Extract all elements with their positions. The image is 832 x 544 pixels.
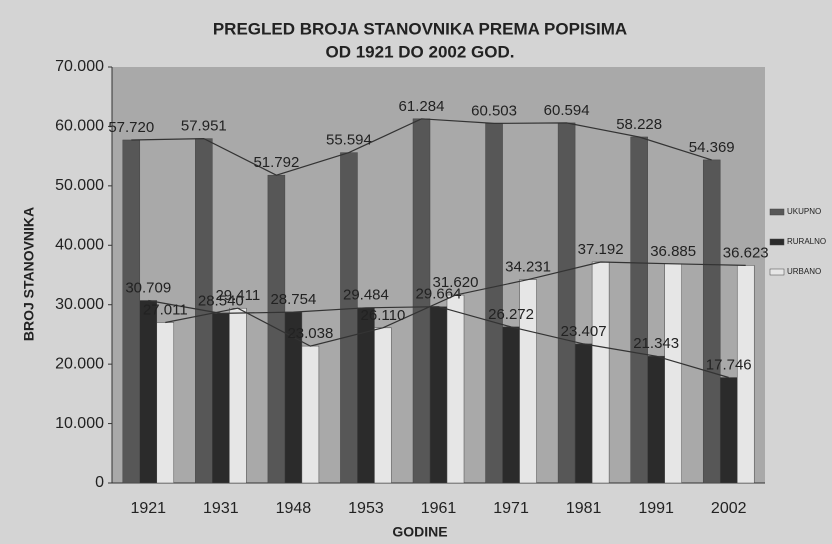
- bar: [502, 326, 520, 484]
- bar: [702, 159, 721, 484]
- y-axis-label: BROJ STANOVNIKA: [21, 207, 37, 341]
- chart-title: PREGLED BROJA STANOVNIKA PREMA POPISIMA: [213, 19, 627, 38]
- value-label: 36.623: [723, 244, 769, 261]
- bar: [591, 261, 610, 484]
- bar: [647, 355, 665, 484]
- value-label: 29.411: [215, 287, 260, 304]
- bar: [557, 122, 576, 484]
- trend-line: [148, 299, 729, 379]
- value-label: 60.594: [544, 102, 590, 119]
- bar: [301, 345, 320, 484]
- x-tick-label: 1953: [348, 500, 384, 517]
- value-label: 55.594: [326, 132, 372, 149]
- x-tick-label: 1921: [130, 500, 166, 517]
- bar: [267, 174, 286, 484]
- value-label: 54.369: [689, 139, 735, 156]
- x-tick-label: 1971: [493, 500, 529, 517]
- bar: [429, 306, 448, 484]
- bar: [139, 300, 158, 484]
- y-tick-label: 10.000: [55, 415, 104, 432]
- chart-subtitle: OD 1921 DO 2002 GOD.: [326, 42, 515, 61]
- value-label: 60.503: [471, 102, 517, 119]
- value-label: 28.754: [270, 291, 316, 308]
- value-label: 27.011: [143, 301, 188, 318]
- value-label: 17.746: [706, 357, 752, 374]
- value-label: 31.620: [433, 274, 479, 291]
- y-tick-label: 40.000: [55, 237, 104, 254]
- legend-label: URBANO: [787, 267, 821, 276]
- value-label: 23.407: [561, 323, 607, 340]
- bar: [156, 322, 175, 484]
- bar: [374, 327, 392, 484]
- trend-line: [131, 118, 712, 176]
- value-label: 26.110: [361, 307, 406, 324]
- x-tick-label: 1948: [276, 500, 312, 517]
- value-label: 28.540: [198, 292, 244, 309]
- x-tick-label: 1931: [203, 500, 239, 517]
- value-label: 57.720: [108, 119, 154, 136]
- value-label: 37.192: [578, 241, 624, 258]
- y-tick-label: 50.000: [55, 177, 104, 194]
- bar: [122, 139, 141, 484]
- bar: [664, 263, 682, 484]
- bar: [485, 123, 503, 484]
- value-label: 57.951: [181, 118, 227, 135]
- x-tick-label: 1961: [421, 500, 457, 517]
- bar: [212, 313, 230, 484]
- value-label: 21.343: [633, 335, 679, 352]
- bar: [719, 377, 738, 484]
- value-label: 34.231: [505, 259, 551, 276]
- y-tick-label: 20.000: [55, 355, 104, 372]
- legend-label: UKUPNO: [787, 207, 821, 216]
- legend-label: RURALNO: [787, 237, 826, 246]
- trend-line: [165, 261, 746, 347]
- x-tick-label: 2002: [711, 500, 747, 517]
- legend-swatch: [769, 238, 785, 246]
- legend-swatch: [769, 268, 785, 276]
- y-tick-label: 30.000: [55, 296, 104, 313]
- bar: [229, 307, 247, 484]
- x-tick-label: 1991: [638, 500, 674, 517]
- value-label: 36.885: [650, 243, 696, 260]
- x-tick-label: 1981: [566, 500, 602, 517]
- x-axis-label: GODINE: [392, 524, 447, 540]
- value-label: 26.272: [488, 306, 534, 323]
- bar: [630, 136, 648, 484]
- bar: [446, 294, 465, 484]
- y-tick-label: 0: [95, 474, 104, 491]
- y-tick-label: 70.000: [55, 58, 104, 75]
- value-label: 61.284: [399, 98, 445, 115]
- bar: [340, 152, 358, 484]
- value-label: 51.792: [253, 154, 299, 171]
- bar: [574, 343, 593, 484]
- value-label: 58.228: [616, 116, 662, 133]
- value-label: 23.038: [287, 325, 333, 342]
- y-tick-label: 60.000: [55, 118, 104, 135]
- value-label: 29.664: [416, 286, 462, 303]
- bar: [736, 265, 755, 484]
- value-label: 29.484: [343, 287, 389, 304]
- legend-swatch: [769, 208, 785, 216]
- value-label: 30.709: [125, 279, 171, 296]
